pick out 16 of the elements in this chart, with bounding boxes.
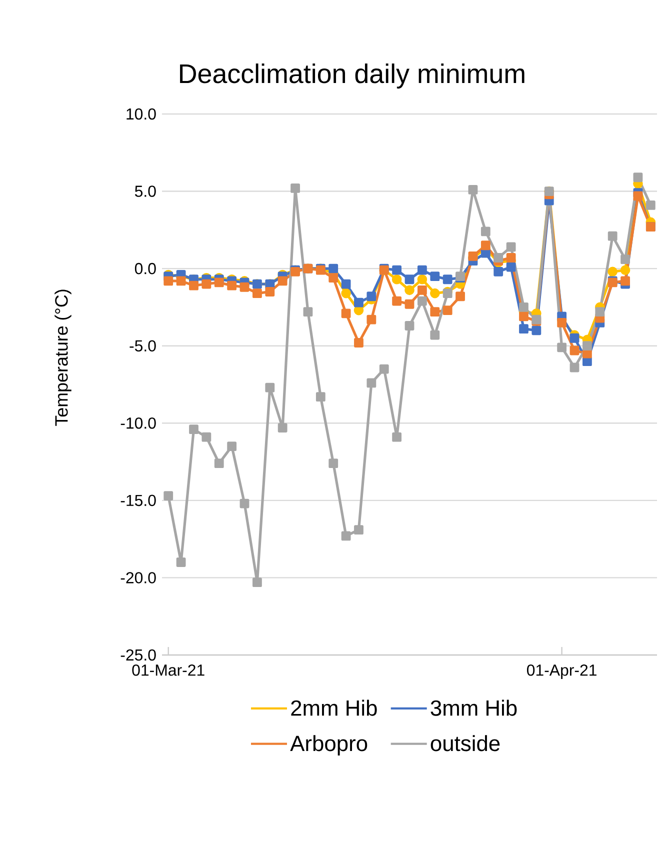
y-tick-label: -25.0 xyxy=(120,649,156,661)
y-axis-title: Temperature (°C) xyxy=(54,290,72,426)
y-tick-label: -10.0 xyxy=(120,418,156,429)
y-tick-label: -20.0 xyxy=(120,572,156,584)
y-tick-label: 5.0 xyxy=(134,186,156,197)
legend-label: 3mm Hib xyxy=(430,700,517,716)
y-tick-label: -5.0 xyxy=(130,340,156,352)
y-tick-label: 10.0 xyxy=(126,108,156,120)
legend-label: Arbopro xyxy=(290,735,368,756)
y-tick-label: 0.0 xyxy=(134,262,156,274)
legend-label: outside xyxy=(430,735,500,752)
x-tick-label: 01-Apr-21 xyxy=(526,664,596,679)
y-tick-label: -15.0 xyxy=(120,494,156,506)
chart-title: Deacclimation daily minimum xyxy=(180,63,524,89)
legend-label: 2mm Hib xyxy=(291,700,377,716)
x-tick-label: 01-Mar-21 xyxy=(132,664,204,676)
